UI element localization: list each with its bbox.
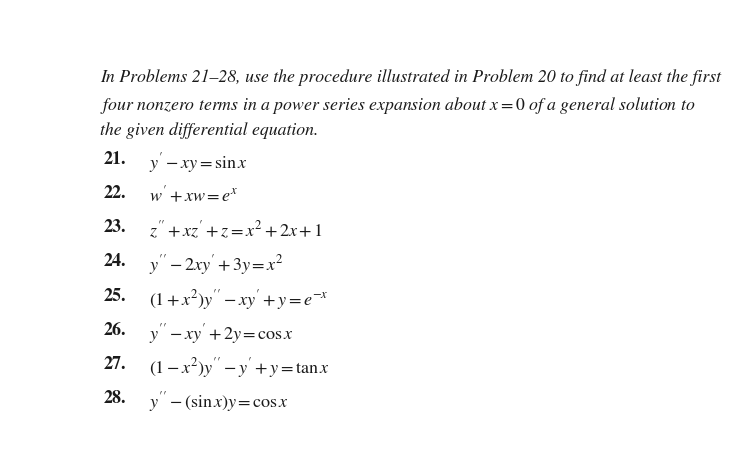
- Text: $(1 + x^2)y'' - xy' + y = e^{-x}$: $(1 + x^2)y'' - xy' + y = e^{-x}$: [149, 287, 328, 311]
- Text: 21.: 21.: [104, 150, 126, 168]
- Text: $y'' - 2xy' + 3y = x^2$: $y'' - 2xy' + 3y = x^2$: [149, 253, 283, 277]
- Text: $y'' - xy' + 2y = \cos x$: $y'' - xy' + 2y = \cos x$: [149, 321, 294, 345]
- Text: $y' - xy = \sin x$: $y' - xy = \sin x$: [149, 150, 247, 175]
- Text: $(1 - x^2)y'' - y' + y = \tan x$: $(1 - x^2)y'' - y' + y = \tan x$: [149, 355, 329, 379]
- Text: 27.: 27.: [104, 355, 126, 372]
- Text: $y'' - (\sin x)y = \cos x$: $y'' - (\sin x)y = \cos x$: [149, 389, 289, 413]
- Text: 26.: 26.: [104, 321, 126, 338]
- Text: 25.: 25.: [104, 287, 126, 304]
- Text: four nonzero terms in a power series expansion about $x = 0$ of a general soluti: four nonzero terms in a power series exp…: [100, 95, 696, 116]
- Text: the given differential equation.: the given differential equation.: [100, 122, 318, 139]
- Text: 23.: 23.: [104, 219, 126, 236]
- Text: 28.: 28.: [104, 389, 126, 406]
- Text: $w' + xw = e^{x}$: $w' + xw = e^{x}$: [149, 185, 238, 205]
- Text: 22.: 22.: [104, 185, 126, 202]
- Text: 24.: 24.: [104, 253, 126, 270]
- Text: In Problems 21–28, use the procedure illustrated in Problem 20 to find at least : In Problems 21–28, use the procedure ill…: [100, 69, 721, 86]
- Text: $z'' + xz' + z = x^2 + 2x + 1$: $z'' + xz' + z = x^2 + 2x + 1$: [149, 219, 323, 240]
